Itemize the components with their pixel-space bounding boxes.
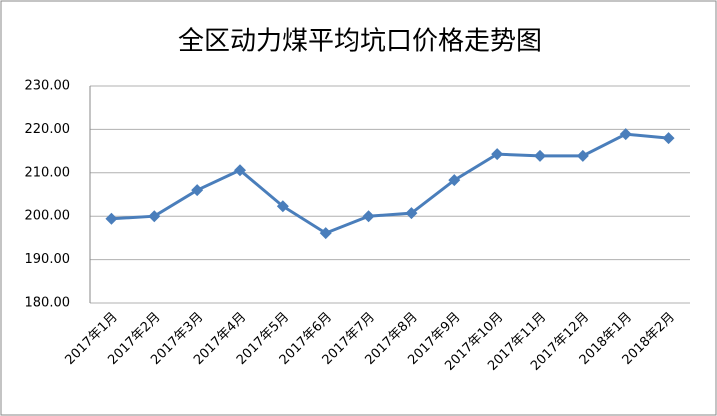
marker (105, 212, 118, 225)
y-tick-label: 190.00 (25, 252, 71, 267)
marker (662, 132, 675, 145)
marker (619, 128, 632, 141)
marker (191, 184, 204, 197)
marker (148, 210, 161, 223)
y-tick-label: 210.00 (25, 165, 71, 180)
marker (405, 207, 418, 220)
marker (319, 227, 332, 240)
marker (362, 210, 375, 223)
y-tick-label: 200.00 (25, 209, 71, 224)
marker (448, 174, 461, 187)
marker (491, 148, 504, 161)
y-tick-label: 230.00 (25, 79, 71, 94)
marker (276, 200, 289, 213)
marker (234, 164, 246, 177)
chart-title: 全区动力煤平均坑口价格走势图 (178, 27, 542, 57)
line (111, 132, 669, 235)
marker (534, 149, 546, 162)
marker (576, 149, 589, 162)
y-tick-label: 180.00 (25, 296, 71, 311)
y-tick-label: 220.00 (25, 122, 71, 137)
